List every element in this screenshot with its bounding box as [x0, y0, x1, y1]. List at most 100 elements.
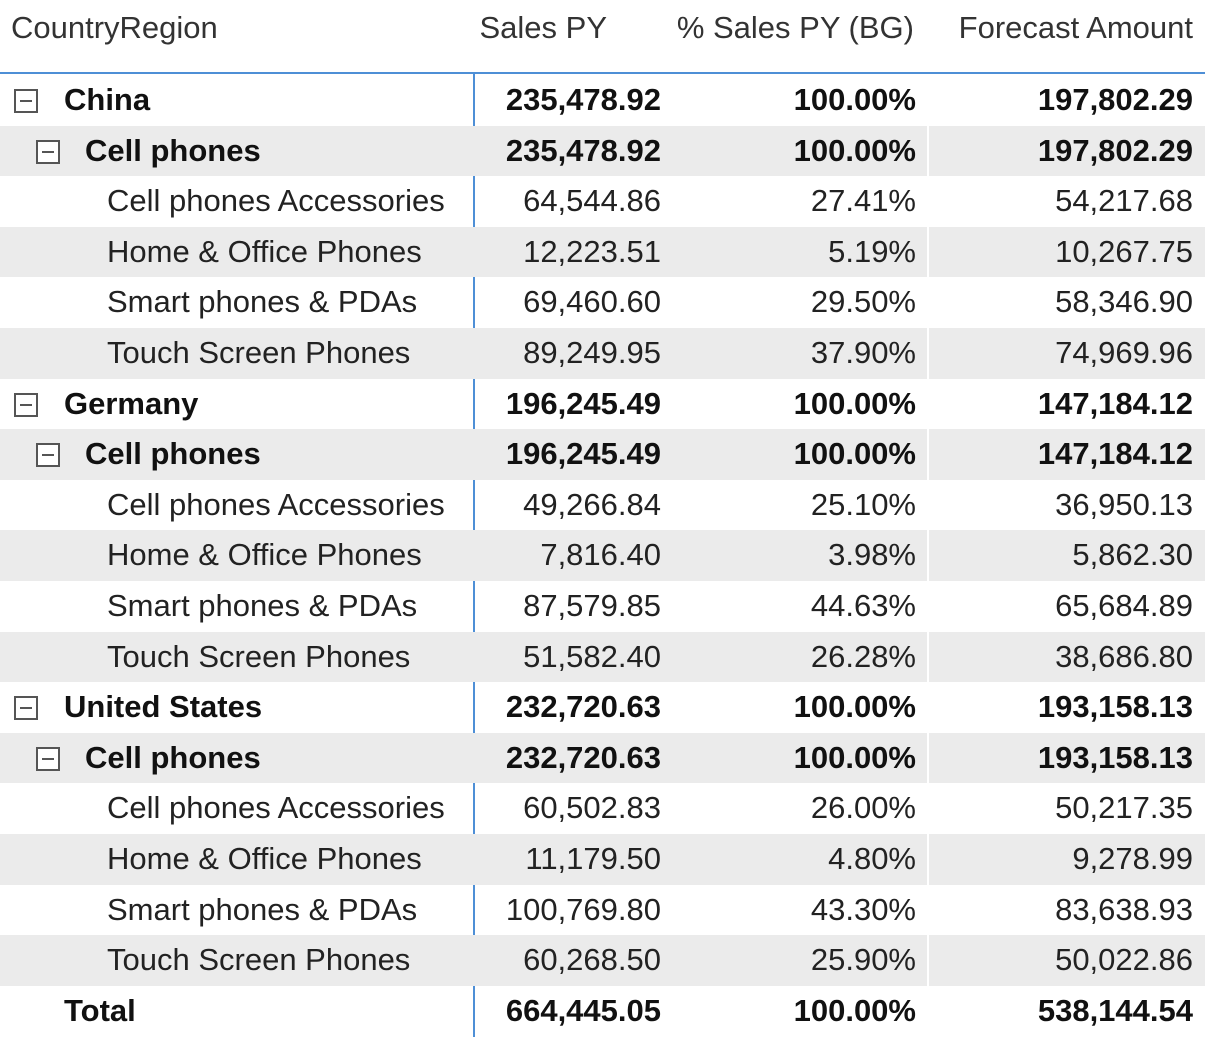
header-sales-py[interactable]: Sales PY	[479, 10, 607, 45]
pct-sales-py-value: 26.28%	[810, 638, 916, 674]
header-country-region[interactable]: CountryRegion	[11, 10, 218, 45]
matrix-row-subcategory: Smart phones & PDAs 87,579.85 44.63% 65,…	[0, 581, 1205, 632]
sales-py-value: 196,245.49	[505, 385, 661, 421]
row-label: Home & Office Phones	[107, 233, 422, 269]
forecast-value: 193,158.13	[1037, 739, 1193, 775]
sales-py-value: 87,579.85	[523, 587, 661, 623]
matrix-row-subcategory: Cell phones Accessories 49,266.84 25.10%…	[0, 480, 1205, 531]
pct-sales-py-value: 100.00%	[793, 132, 916, 168]
matrix-row-total: Total 664,445.05 100.00% 538,144.54	[0, 986, 1205, 1037]
sales-py-value: 12,223.51	[523, 233, 661, 269]
pct-sales-py-value: 43.30%	[810, 891, 916, 927]
column-separator	[927, 226, 929, 278]
row-label: Germany	[64, 385, 199, 421]
sales-py-value: 49,266.84	[523, 486, 661, 522]
pct-sales-py-value: 27.41%	[810, 183, 916, 219]
column-separator	[927, 530, 929, 581]
matrix-row-country: Germany 196,245.49 100.00% 147,184.12	[0, 379, 1205, 430]
forecast-value: 147,184.12	[1037, 436, 1193, 472]
pct-sales-py-value: 3.98%	[828, 537, 916, 573]
collapse-minus-icon[interactable]	[14, 89, 38, 113]
sales-py-value: 232,720.63	[505, 739, 661, 775]
forecast-value: 193,158.13	[1037, 689, 1193, 725]
sales-py-value: 235,478.92	[505, 82, 661, 117]
sales-py-value: 235,478.92	[505, 132, 661, 168]
pct-sales-py-value: 25.90%	[810, 942, 916, 978]
total-forecast-value: 538,144.54	[1037, 992, 1193, 1028]
pct-sales-py-value: 100.00%	[793, 689, 916, 725]
collapse-minus-icon[interactable]	[36, 139, 60, 164]
sales-py-value: 60,502.83	[523, 790, 661, 826]
matrix-row-category: Cell phones 196,245.49 100.00% 147,184.1…	[0, 429, 1205, 480]
pct-sales-py-value: 4.80%	[828, 840, 916, 876]
sales-py-value: 11,179.50	[525, 840, 661, 876]
collapse-minus-icon[interactable]	[36, 443, 60, 468]
forecast-value: 5,862.30	[1072, 537, 1193, 573]
sales-py-value: 64,544.86	[523, 183, 661, 219]
sales-py-value: 60,268.50	[523, 942, 661, 978]
pct-sales-py-value: 29.50%	[810, 284, 916, 320]
column-separator	[927, 327, 929, 379]
sales-py-value: 51,582.40	[523, 638, 661, 674]
total-pct-sales-py-value: 100.00%	[793, 992, 916, 1028]
row-label: China	[64, 82, 151, 117]
matrix-row-category: Cell phones 232,720.63 100.00% 193,158.1…	[0, 732, 1205, 784]
pct-sales-py-value: 100.00%	[793, 385, 916, 421]
forecast-value: 50,217.35	[1055, 790, 1193, 826]
pct-sales-py-value: 100.00%	[793, 436, 916, 472]
pct-sales-py-value: 37.90%	[810, 334, 916, 370]
matrix-row-subcategory: Home & Office Phones 11,179.50 4.80% 9,2…	[0, 833, 1205, 885]
sales-py-value: 196,245.49	[505, 436, 661, 472]
row-label: Cell phones Accessories	[107, 790, 445, 826]
matrix-row-subcategory: Home & Office Phones 7,816.40 3.98% 5,86…	[0, 530, 1205, 581]
pct-sales-py-value: 26.00%	[810, 790, 916, 826]
forecast-value: 65,684.89	[1055, 587, 1193, 623]
matrix-row-country: United States 232,720.63 100.00% 193,158…	[0, 682, 1205, 733]
row-label: United States	[64, 689, 263, 725]
matrix-row-subcategory: Touch Screen Phones 60,268.50 25.90% 50,…	[0, 935, 1205, 986]
sales-py-value: 89,249.95	[523, 334, 661, 370]
forecast-value: 9,278.99	[1072, 840, 1193, 876]
forecast-value: 38,686.80	[1055, 638, 1193, 674]
sales-py-value: 7,816.40	[540, 537, 661, 573]
matrix-row-subcategory: Cell phones Accessories 60,502.83 26.00%…	[0, 783, 1205, 834]
forecast-value: 197,802.29	[1037, 82, 1193, 117]
matrix-row-category: Cell phones 235,478.92 100.00% 197,802.2…	[0, 125, 1205, 177]
matrix-row-subcategory: Smart phones & PDAs 100,769.80 43.30% 83…	[0, 885, 1205, 936]
column-separator	[927, 125, 929, 177]
matrix-row-subcategory: Cell phones Accessories 64,544.86 27.41%…	[0, 176, 1205, 227]
forecast-value: 58,346.90	[1055, 284, 1193, 320]
pct-sales-py-value: 100.00%	[793, 739, 916, 775]
total-label: Total	[64, 992, 136, 1028]
column-separator	[927, 732, 929, 784]
collapse-minus-icon[interactable]	[14, 696, 38, 721]
sales-py-value: 232,720.63	[505, 689, 661, 725]
collapse-minus-icon[interactable]	[36, 746, 60, 771]
total-sales-py-value: 664,445.05	[505, 992, 661, 1028]
matrix-body: China 235,478.92 100.00% 197,802.29 Cell…	[0, 75, 1205, 1036]
sales-py-value: 69,460.60	[523, 284, 661, 320]
row-label: Cell phones	[85, 132, 261, 168]
row-label: Cell phones Accessories	[107, 486, 445, 522]
forecast-value: 83,638.93	[1055, 891, 1193, 927]
collapse-minus-icon[interactable]	[14, 392, 38, 417]
matrix-row-country: China 235,478.92 100.00% 197,802.29	[0, 75, 1205, 126]
row-label: Cell phones	[85, 436, 261, 472]
row-label: Touch Screen Phones	[107, 638, 411, 674]
forecast-value: 147,184.12	[1037, 385, 1193, 421]
pct-sales-py-value: 25.10%	[810, 486, 916, 522]
row-label: Smart phones & PDAs	[107, 587, 418, 623]
forecast-value: 74,969.96	[1055, 334, 1193, 370]
column-separator	[927, 631, 929, 683]
forecast-value: 10,267.75	[1055, 233, 1193, 269]
header-forecast-amount[interactable]: Forecast Amount	[958, 10, 1193, 45]
pct-sales-py-value: 5.19%	[828, 233, 916, 269]
row-label: Smart phones & PDAs	[107, 284, 418, 320]
row-label: Touch Screen Phones	[107, 334, 411, 370]
pct-sales-py-value: 44.63%	[810, 587, 916, 623]
matrix-row-subcategory: Touch Screen Phones 89,249.95 37.90% 74,…	[0, 327, 1205, 379]
row-label: Home & Office Phones	[107, 537, 422, 573]
header-pct-sales-py[interactable]: % Sales PY (BG)	[676, 10, 914, 45]
row-label: Home & Office Phones	[107, 840, 422, 876]
